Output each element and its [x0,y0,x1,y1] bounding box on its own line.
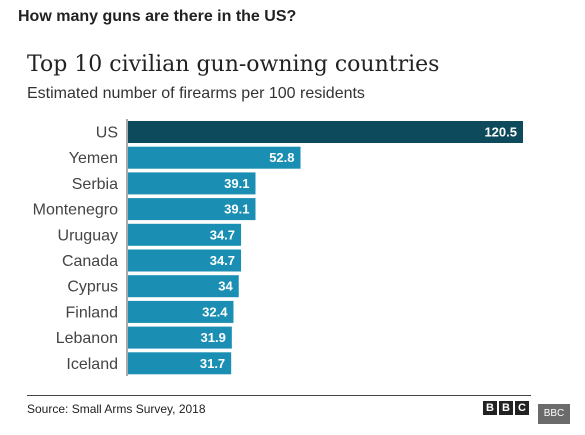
bar-uruguay [128,223,242,246]
category-label-serbia: Serbia [72,176,118,193]
bar-us [128,121,523,143]
bar-lebanon [128,326,232,349]
footer-divider [27,395,531,396]
bbc-logo-letter-c: C [515,401,529,415]
page-heading: How many guns are there in the US? [18,8,297,25]
value-label-iceland: 31.7 [200,356,225,371]
value-label-lebanon: 31.9 [201,330,226,345]
value-label-yemen: 52.8 [269,150,294,165]
bar-cyprus [128,275,239,298]
bbc-logo-letter-b1: B [483,401,497,415]
category-label-canada: Canada [62,253,118,270]
category-label-iceland: Iceland [66,356,118,373]
source-note: Source: Small Arms Survey, 2018 [27,402,206,416]
category-label-lebanon: Lebanon [56,330,118,347]
value-label-montenegro: 39.1 [224,202,249,217]
value-label-us: 120.5 [484,125,517,140]
value-label-uruguay: 34.7 [210,227,235,242]
category-label-montenegro: Montenegro [33,202,118,219]
bbc-logo: B B C [483,401,529,415]
bar-yemen [128,146,301,169]
value-label-canada: 34.7 [210,253,235,268]
category-label-uruguay: Uruguay [58,227,118,244]
value-label-serbia: 39.1 [224,176,249,191]
bbc-watermark: BBC [538,404,570,424]
category-label-finland: Finland [66,304,118,321]
chart-title: Top 10 civilian gun-owning countries [27,52,440,77]
value-label-cyprus: 34 [218,279,233,294]
category-label-cyprus: Cyprus [67,279,118,296]
bar-canada [128,249,242,272]
value-label-finland: 32.4 [202,304,228,319]
bar-serbia [128,172,256,195]
bbc-logo-letter-b2: B [499,401,513,415]
chart-subtitle: Estimated number of firearms per 100 res… [27,85,365,102]
bar-iceland [128,352,232,375]
category-label-yemen: Yemen [69,150,118,167]
bar-finland [128,300,234,323]
category-label-us: US [96,125,118,142]
bar-montenegro [128,198,256,221]
